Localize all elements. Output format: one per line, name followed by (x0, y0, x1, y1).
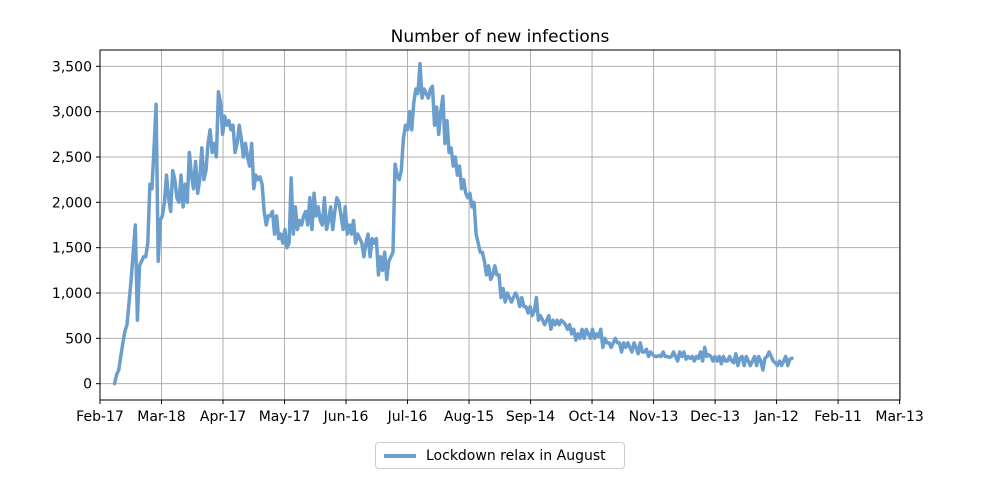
x-tick-label: Feb-17 (76, 409, 124, 425)
x-tick-label: Jun-16 (323, 409, 369, 425)
y-tick-label: 500 (65, 331, 92, 347)
x-tick-label: Jul-16 (387, 409, 428, 425)
x-tick-label: Oct-14 (569, 409, 616, 425)
y-tick-label: 3,500 (52, 59, 92, 75)
x-axis-ticks: Feb-17 Mar-18 Apr-17 May-17 Jun-16 Jul-16 Aug-… (76, 400, 924, 425)
x-tick-label: Feb-11 (814, 409, 862, 425)
x-tick-label: Dec-13 (690, 409, 740, 425)
legend-line-swatch (384, 453, 416, 458)
x-tick-label: Jan-12 (753, 409, 798, 425)
legend: Lockdown relax in August (375, 442, 625, 469)
plot-frame (99, 49, 901, 401)
x-tick-label: Aug-15 (444, 409, 494, 425)
chart-title: Number of new infections (391, 27, 610, 47)
y-tick-label: 2,500 (52, 150, 92, 166)
y-tick-label: 1,500 (52, 241, 92, 257)
x-tick-label: Apr-17 (200, 409, 246, 425)
x-tick-label: Sep-14 (506, 409, 555, 425)
legend-label: Lockdown relax in August (426, 447, 606, 464)
y-tick-label: 2,000 (52, 195, 92, 211)
x-tick-label: Nov-13 (629, 409, 679, 425)
y-tick-label: 1,000 (52, 286, 92, 302)
y-tick-label: 0 (83, 377, 92, 393)
x-tick-label: May-17 (259, 409, 311, 425)
x-tick-label: Mar-18 (137, 409, 185, 425)
y-axis-ticks: 0 500 1,000 1,500 2,000 2,500 3,000 3,500 (52, 59, 100, 393)
series-line-lockdown-relax (112, 61, 794, 386)
y-tick-label: 3,000 (52, 105, 92, 121)
x-tick-label: Mar-13 (875, 409, 923, 425)
